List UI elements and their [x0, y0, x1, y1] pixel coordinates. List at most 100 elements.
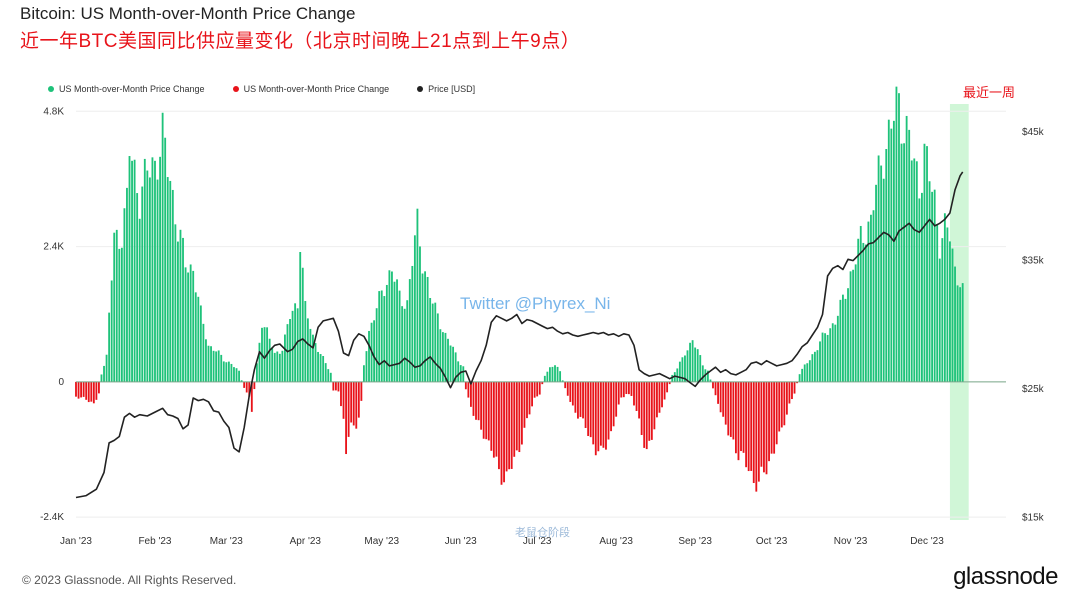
bar-positive — [166, 177, 169, 382]
x-tick-label: Feb '23 — [138, 536, 171, 547]
x-tick-label: Dec '23 — [910, 536, 944, 547]
bar-negative — [775, 381, 778, 445]
bar-negative — [760, 381, 763, 467]
bar-positive — [296, 308, 299, 382]
bar-positive — [408, 279, 411, 382]
bar-negative — [498, 381, 500, 470]
legend-label-negative: US Month-over-Month Price Change — [243, 84, 390, 94]
bar-positive — [294, 303, 297, 382]
bar-negative — [490, 381, 493, 451]
bar-positive — [701, 365, 704, 382]
bar-positive — [847, 288, 849, 382]
bar-positive — [954, 266, 956, 382]
bar-positive — [322, 356, 325, 382]
bar-negative — [518, 381, 521, 453]
bar-negative — [355, 381, 358, 429]
bar-positive — [543, 375, 546, 382]
bar-negative — [487, 381, 490, 441]
bar-positive — [436, 313, 439, 382]
bar-negative — [768, 381, 770, 462]
bar-positive — [956, 285, 959, 382]
bar-negative — [505, 381, 508, 472]
bar-negative — [605, 381, 607, 450]
bar-positive — [416, 208, 419, 382]
bar-negative — [90, 381, 93, 402]
bar-positive — [931, 191, 934, 382]
bar-negative — [656, 381, 658, 418]
legend-item-negative[interactable]: US Month-over-Month Price Change — [232, 84, 390, 94]
bar-negative — [357, 381, 360, 418]
bar-positive — [215, 351, 218, 382]
bar-positive — [276, 351, 279, 382]
bar-positive — [421, 273, 424, 382]
bar-negative — [589, 381, 592, 438]
bar-positive — [373, 320, 376, 382]
bar-positive — [187, 272, 190, 382]
bar-positive — [857, 238, 860, 382]
bar-positive — [179, 229, 182, 382]
legend-label-price: Price [USD] — [428, 84, 476, 94]
bar-positive — [676, 368, 679, 382]
bar-positive — [819, 341, 821, 382]
legend-dot-positive — [48, 86, 54, 92]
bar-positive — [681, 357, 684, 382]
bar-positive — [110, 280, 113, 382]
legend-item-positive[interactable]: US Month-over-Month Price Change — [48, 84, 205, 94]
bar-negative — [620, 381, 623, 398]
x-tick-label: Oct '23 — [756, 536, 788, 547]
bar-positive — [803, 364, 806, 382]
bar-negative — [737, 381, 740, 461]
bar-negative — [625, 381, 628, 395]
y-left-tick-label: 4.8K — [43, 106, 64, 117]
bar-positive — [100, 374, 103, 382]
bar-positive — [691, 340, 694, 382]
bar-positive — [452, 346, 455, 382]
bar-positive — [126, 187, 128, 382]
bar-negative — [245, 381, 248, 393]
bar-negative — [80, 381, 83, 398]
y-right-tick-label: $35k — [1022, 256, 1045, 267]
bar-positive — [128, 156, 131, 382]
bar-positive — [217, 350, 220, 382]
bar-positive — [225, 362, 228, 382]
bar-negative — [719, 381, 722, 413]
bar-positive — [380, 290, 383, 382]
bar-positive — [938, 258, 941, 382]
bar-positive — [444, 332, 447, 382]
bar-negative — [643, 381, 646, 448]
bar-positive — [709, 379, 712, 382]
bar-positive — [138, 218, 141, 382]
bar-positive — [816, 350, 819, 382]
bar-positive — [882, 178, 885, 382]
bar-negative — [661, 381, 663, 408]
bar-positive — [169, 180, 172, 382]
bar-negative — [785, 381, 788, 415]
bar-positive — [554, 365, 556, 382]
bar-positive — [890, 128, 893, 382]
bar-positive — [824, 333, 827, 382]
bar-negative — [752, 381, 755, 484]
bar-negative — [740, 381, 742, 452]
bar-positive — [696, 349, 699, 382]
bar-negative — [582, 381, 584, 419]
bar-negative — [520, 381, 523, 445]
bar-positive — [829, 328, 832, 382]
bar-positive — [263, 327, 266, 382]
bar-positive — [561, 380, 564, 382]
bar-positive — [398, 290, 401, 382]
bar-negative — [480, 381, 483, 430]
bar-negative — [648, 381, 651, 441]
bar-positive — [182, 237, 184, 382]
bar-positive — [898, 93, 900, 382]
bar-positive — [864, 244, 867, 382]
bar-positive — [951, 248, 954, 382]
bar-positive — [230, 363, 233, 382]
bar-positive — [959, 287, 962, 382]
bar-negative — [528, 381, 531, 415]
bar-positive — [327, 369, 330, 382]
glassnode-logo[interactable]: glassnode — [953, 563, 1058, 590]
bar-positive — [136, 193, 139, 382]
bar-positive — [872, 210, 875, 382]
bar-negative — [788, 381, 791, 404]
legend-item-price[interactable]: Price [USD] — [417, 84, 475, 94]
